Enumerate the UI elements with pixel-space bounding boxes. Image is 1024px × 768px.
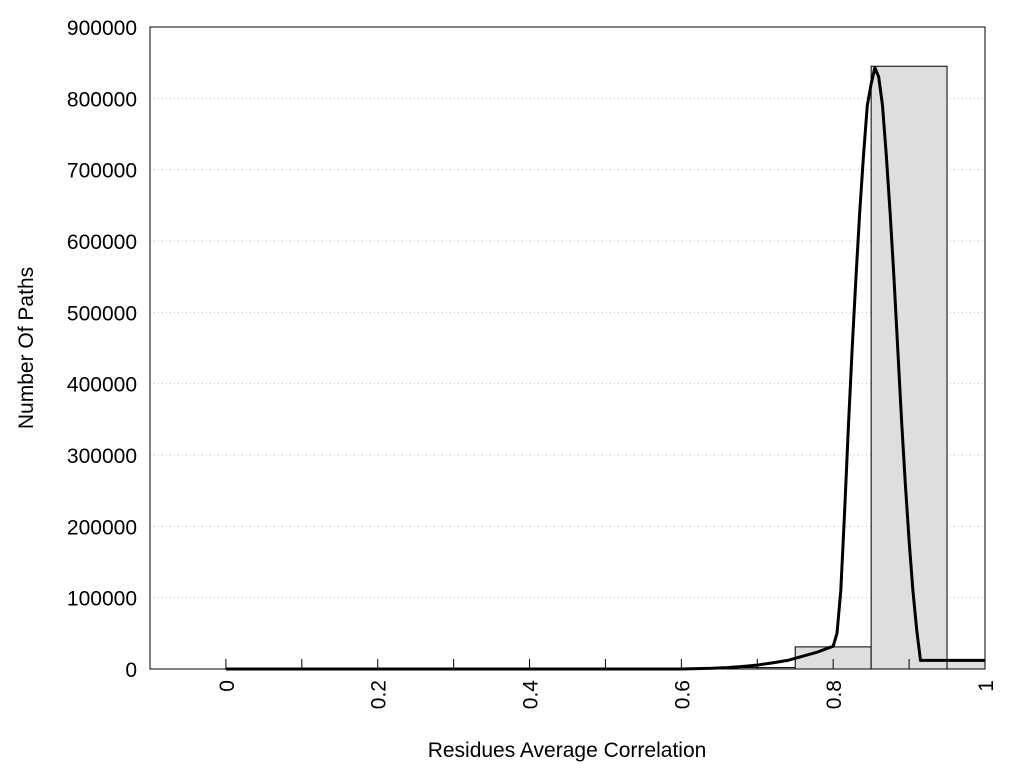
x-tick-label-2: 0.4: [520, 680, 543, 710]
y-tick-label-5: 500000: [67, 302, 137, 325]
y-tick-label-7: 700000: [67, 160, 137, 183]
x-tick-label-0: 0: [216, 680, 239, 692]
y-tick-label-9: 900000: [67, 17, 137, 40]
fit-curve-layer: [225, 66, 985, 671]
y-tick-label-1: 100000: [67, 588, 137, 611]
histogram-bars: [225, 65, 986, 670]
y-tick-label-2: 200000: [67, 516, 137, 539]
x-tick-label-1: 0.2: [368, 680, 391, 709]
gridlines: [150, 97, 985, 599]
y-tick-label-0: 0: [125, 659, 137, 682]
axis-ticks: 0 100000 200000 300000 400000 500000 600000 700…: [67, 17, 998, 709]
x-axis-title: Residues Average Correlation: [428, 739, 707, 762]
bar-10: [946, 660, 986, 670]
x-tick-label-4: 0.8: [823, 680, 846, 709]
y-tick-label-8: 800000: [67, 88, 137, 111]
plot-frame: [149, 26, 986, 670]
y-tick-label-3: 300000: [67, 445, 137, 468]
x-tick-label-5: 1: [975, 680, 998, 692]
y-tick-label-6: 600000: [67, 231, 137, 254]
fit-curve: [225, 66, 985, 671]
y-axis-title: Number Of Paths: [15, 267, 38, 429]
x-tick-label-3: 0.6: [671, 680, 694, 709]
y-tick-label-4: 400000: [67, 374, 137, 397]
bar-9: [870, 65, 948, 670]
